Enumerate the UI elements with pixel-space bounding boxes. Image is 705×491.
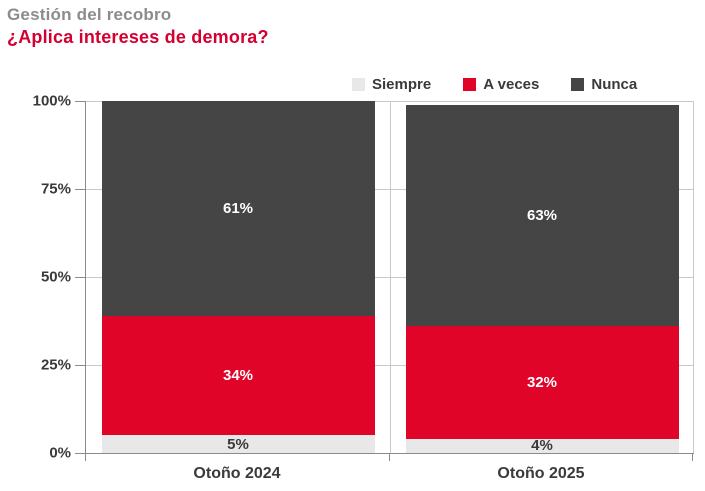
legend-item-nunca: Nunca (571, 76, 637, 93)
x-category-label: Otoño 2025 (497, 465, 585, 482)
bar-segment-nunca: 63% (405, 104, 679, 327)
legend-swatch-icon (463, 77, 477, 91)
y-tick-label: 0% (49, 444, 71, 462)
bar-segment-value: 5% (227, 435, 249, 453)
legend-item-siempre: Siempre (352, 76, 431, 93)
y-tick-mark (75, 365, 85, 366)
plot-area: 5% 34% 61% 4% 32% 63% (76, 101, 694, 455)
plot-right-border (693, 101, 694, 453)
x-tick-mark (389, 453, 390, 461)
bar-segment-a-veces: 34% (101, 315, 375, 436)
legend-swatch-icon (571, 77, 585, 91)
y-tick-label: 25% (40, 356, 71, 374)
x-axis: Otoño 2024 Otoño 2025 (85, 453, 693, 491)
x-tick-mark (692, 453, 693, 461)
bar-segment-value: 34% (222, 367, 254, 385)
x-category-label: Otoño 2024 (193, 465, 281, 482)
bar-segment-siempre: 4% (405, 437, 679, 455)
y-tick-mark (75, 453, 85, 454)
legend-label: A veces (483, 75, 540, 93)
legend: Siempre A veces Nunca (352, 74, 637, 94)
y-tick-mark (75, 277, 85, 278)
y-tick-label: 75% (40, 180, 71, 198)
bar-segment-a-veces: 32% (405, 326, 679, 439)
bar-segment-value: 32% (526, 374, 558, 392)
legend-label: Siempre (372, 75, 432, 93)
bar-segment-value: 4% (531, 437, 553, 455)
legend-swatch-icon (352, 77, 365, 91)
bar-segment-value: 63% (526, 206, 558, 224)
y-tick-mark (75, 189, 85, 190)
y-tick-label: 100% (32, 92, 71, 110)
legend-label: Nunca (591, 75, 638, 93)
y-tick-mark (75, 101, 85, 102)
x-tick-mark (85, 453, 86, 461)
chart-kicker: Gestión del recobro (7, 5, 172, 24)
bar-segment-value: 61% (222, 199, 254, 217)
legend-item-a-veces: A veces (463, 76, 539, 93)
bar-segment-nunca: 61% (101, 101, 375, 316)
y-tick-label: 50% (40, 268, 71, 286)
bar-segment-siempre: 5% (101, 435, 375, 453)
category-separator-line (390, 101, 391, 453)
y-axis: 0% 25% 50% 75% 100% (0, 93, 85, 462)
x-axis-line (76, 453, 694, 454)
chart-title: ¿Aplica intereses de demora? (7, 27, 269, 47)
